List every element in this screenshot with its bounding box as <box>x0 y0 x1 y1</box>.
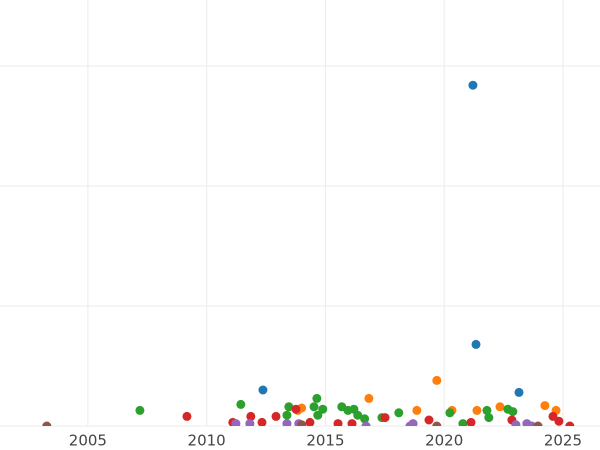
point <box>458 419 468 426</box>
point <box>445 408 455 418</box>
point <box>466 417 476 426</box>
point <box>533 421 543 426</box>
point <box>471 339 481 349</box>
point <box>333 419 343 426</box>
point <box>361 421 371 426</box>
x-tick-label: 2005 <box>69 432 107 450</box>
point <box>495 402 505 412</box>
point <box>468 80 478 90</box>
point <box>360 414 370 424</box>
point <box>380 413 390 423</box>
point <box>408 419 418 426</box>
point <box>284 402 294 412</box>
point <box>291 404 301 414</box>
point <box>482 405 492 415</box>
point <box>511 420 521 426</box>
point <box>412 405 422 415</box>
point <box>514 387 524 397</box>
point <box>424 415 434 425</box>
point <box>282 410 292 420</box>
x-tick-label: 2025 <box>544 432 582 450</box>
point <box>305 417 315 426</box>
point <box>257 417 267 426</box>
x-tick-label: 2010 <box>188 432 226 450</box>
point <box>565 421 575 426</box>
point <box>312 393 322 403</box>
point <box>432 375 442 385</box>
point <box>245 419 255 426</box>
point <box>309 402 319 412</box>
point <box>318 404 328 414</box>
point <box>484 413 494 423</box>
point <box>42 421 52 426</box>
point <box>353 410 363 420</box>
point <box>271 411 281 421</box>
x-tick-label: 2015 <box>306 432 344 450</box>
point <box>135 405 145 415</box>
point <box>347 419 357 426</box>
point <box>364 393 374 403</box>
point <box>472 405 482 415</box>
point <box>432 421 442 426</box>
point <box>182 411 192 421</box>
point <box>313 410 323 420</box>
point <box>258 385 268 395</box>
point <box>554 416 564 426</box>
point <box>246 411 256 421</box>
point <box>394 408 404 418</box>
point <box>231 419 241 426</box>
point <box>297 420 307 426</box>
point <box>282 419 292 426</box>
x-tick-label: 2020 <box>425 432 463 450</box>
point <box>236 399 246 409</box>
point <box>508 407 518 417</box>
point <box>540 401 550 411</box>
